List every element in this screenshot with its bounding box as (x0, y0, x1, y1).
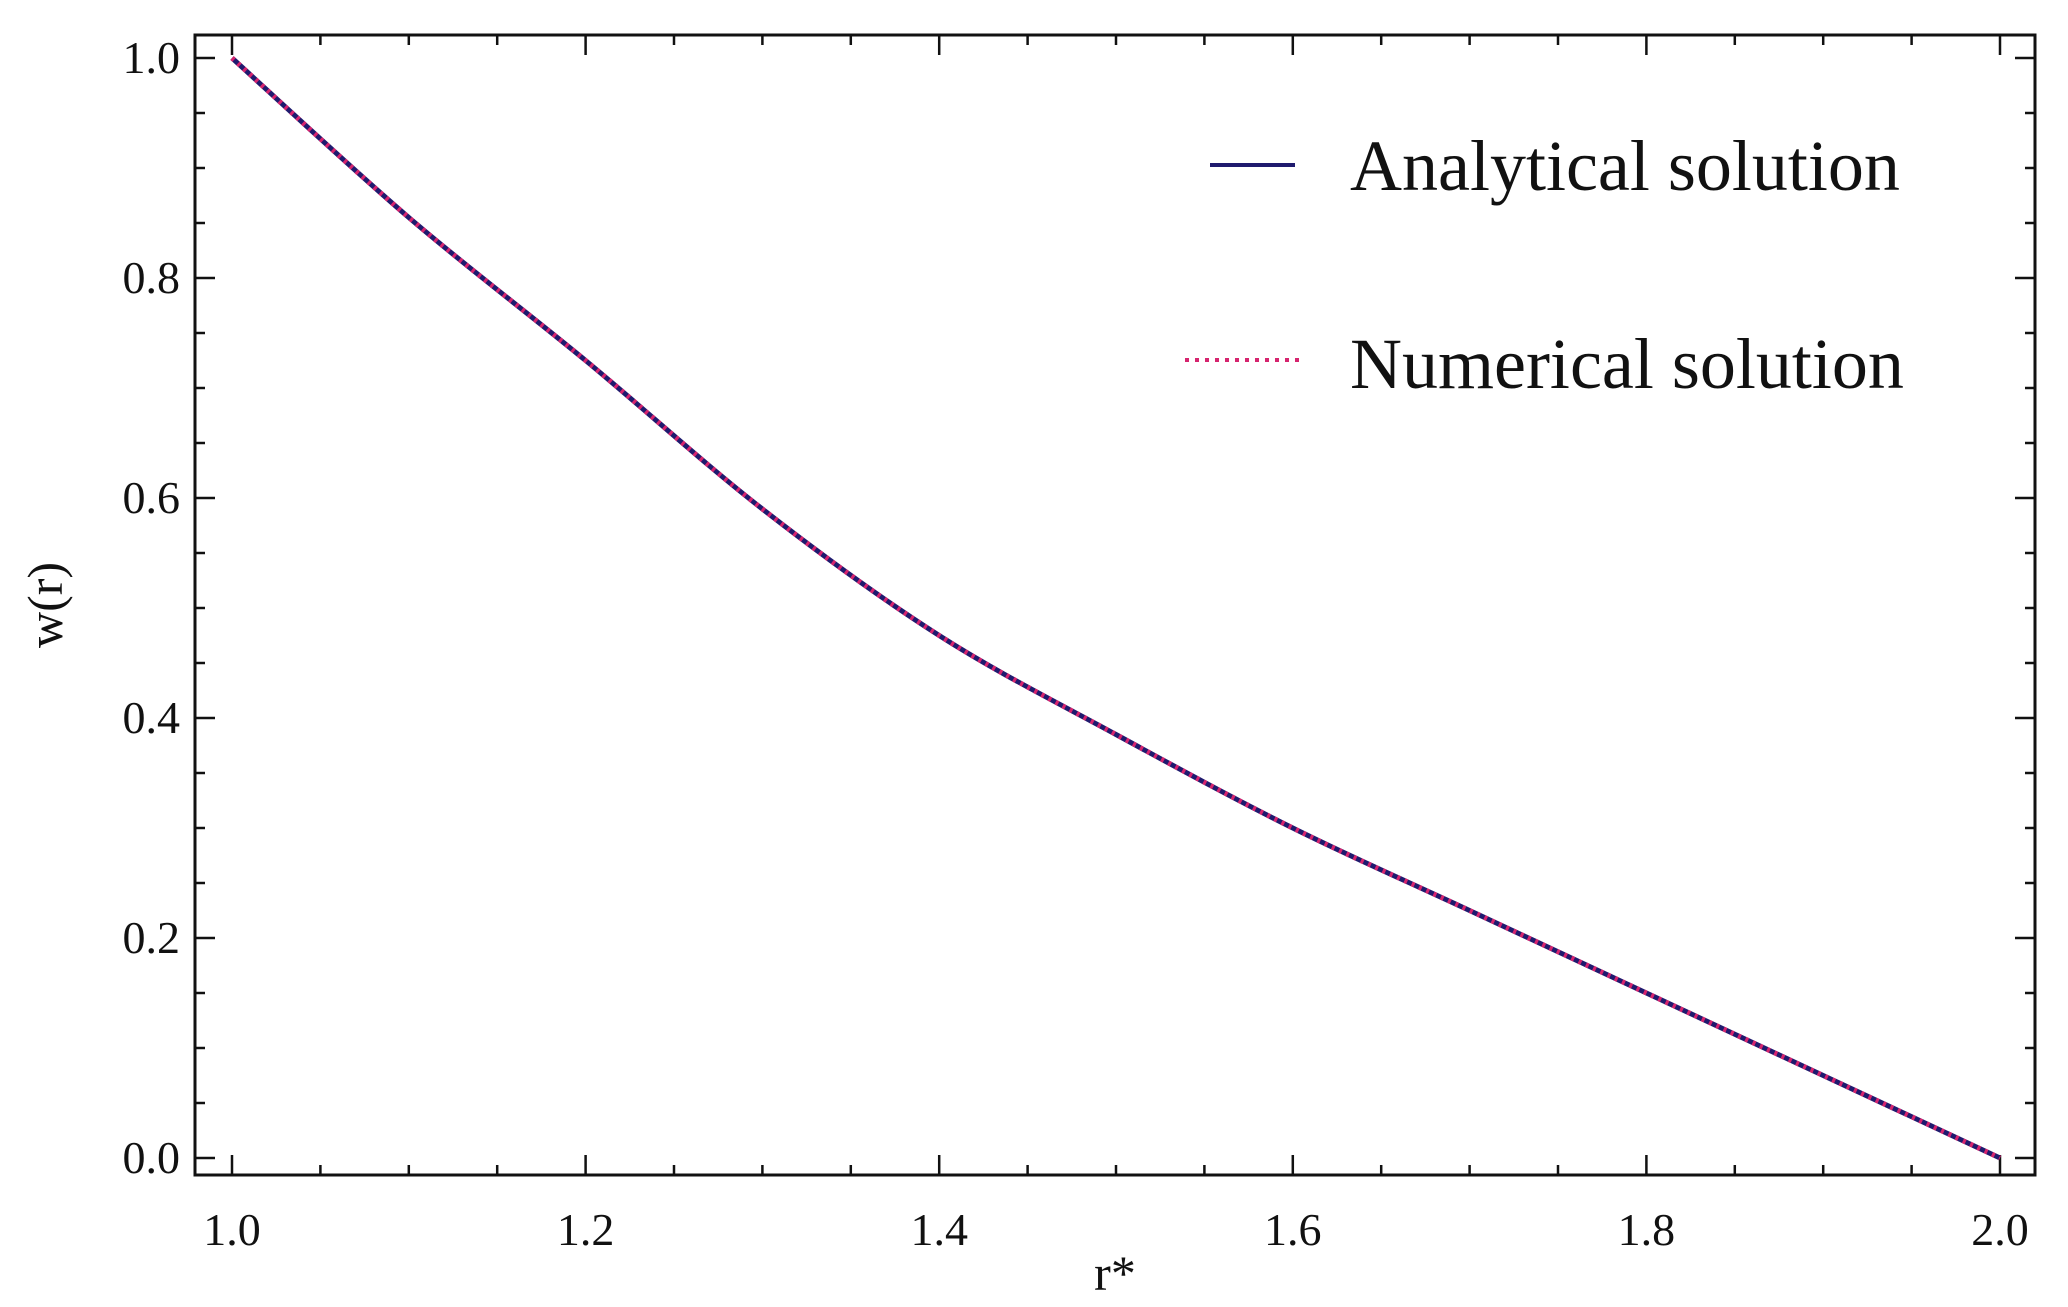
plot-frame (193, 33, 2037, 1177)
legend-label-numerical: Numerical solution (1350, 324, 1904, 404)
x-tick-labels: 1.0 1.2 1.4 1.6 1.8 2.0 (203, 1204, 2029, 1255)
y-tick-label: 0.6 (123, 472, 181, 523)
y-axis-title: w(r) (17, 562, 73, 648)
x-tick-label: 1.2 (557, 1204, 615, 1255)
x-tick-label: 1.6 (1264, 1204, 1322, 1255)
x-tick-label: 1.4 (910, 1204, 968, 1255)
x-tick-label: 1.8 (1618, 1204, 1676, 1255)
legend: Analytical solution Numerical solution (1185, 126, 1904, 404)
series-layer (230, 56, 2002, 1161)
y-tick-label: 0.8 (123, 252, 181, 303)
y-tick-labels: 0.0 0.2 0.4 0.6 0.8 1.0 (123, 32, 181, 1183)
x-tick-label: 1.0 (203, 1204, 261, 1255)
x-axis-title: r* (1094, 1245, 1136, 1301)
y-tick-label: 0.0 (123, 1132, 181, 1183)
legend-label-analytical: Analytical solution (1350, 126, 1900, 206)
y-tick-label: 0.2 (123, 912, 181, 963)
x-tick-label: 2.0 (1971, 1204, 2029, 1255)
y-tick-label: 0.4 (123, 692, 181, 743)
ticks-layer (195, 35, 2035, 1175)
series-line-numerical (230, 56, 2002, 1161)
y-tick-label: 1.0 (123, 32, 181, 83)
series-line-analytical (230, 56, 2002, 1161)
